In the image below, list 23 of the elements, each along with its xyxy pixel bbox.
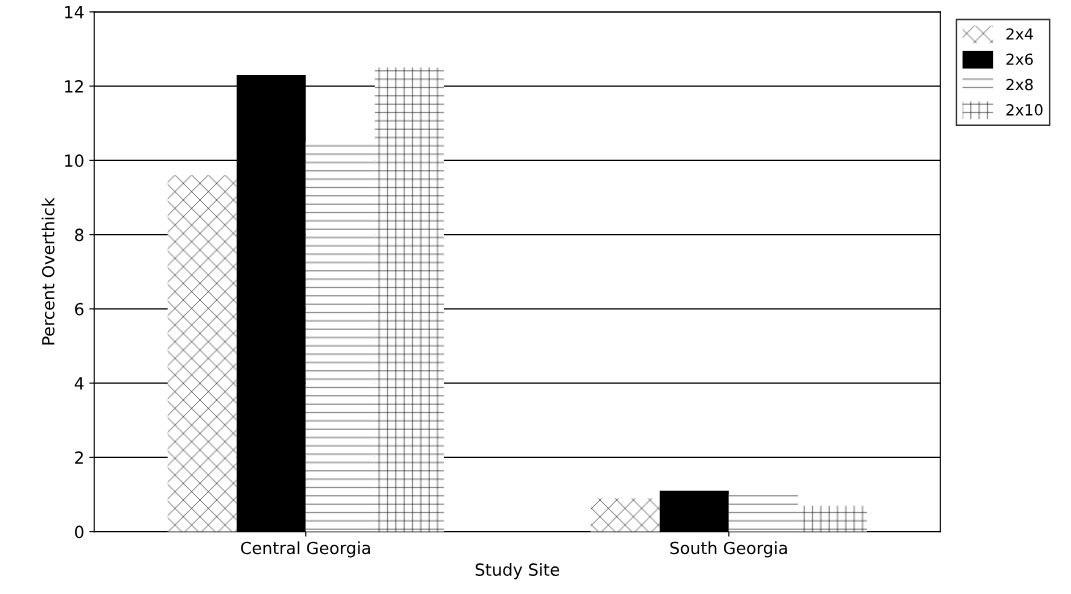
x-tick-label: South Georgia bbox=[670, 541, 787, 558]
bar bbox=[167, 175, 237, 532]
y-tick-label: 14 bbox=[65, 6, 84, 19]
bar bbox=[305, 141, 375, 532]
y-tick-label: 2 bbox=[75, 451, 83, 464]
bar bbox=[590, 498, 660, 532]
legend-label: 2x10 bbox=[1006, 104, 1043, 116]
y-tick-label: 10 bbox=[65, 154, 84, 167]
x-axis-title: Study Site bbox=[475, 563, 560, 580]
bar bbox=[728, 494, 798, 532]
y-tick-label: 6 bbox=[75, 302, 84, 316]
y-tick-label: 0 bbox=[75, 525, 84, 539]
y-tick-label: 8 bbox=[75, 228, 84, 242]
legend-label: 2x8 bbox=[1006, 78, 1033, 91]
legend-label: 2x4 bbox=[1006, 28, 1033, 40]
y-axis-title: Percent Overthick bbox=[41, 197, 55, 345]
y-tick-label: 4 bbox=[74, 377, 84, 390]
x-tick-label: Central Georgia bbox=[241, 541, 370, 558]
bar bbox=[374, 67, 444, 532]
y-tick-label: 12 bbox=[65, 80, 83, 93]
legend-label: 2x6 bbox=[1006, 53, 1033, 66]
bar bbox=[797, 505, 867, 532]
bar bbox=[659, 490, 729, 532]
